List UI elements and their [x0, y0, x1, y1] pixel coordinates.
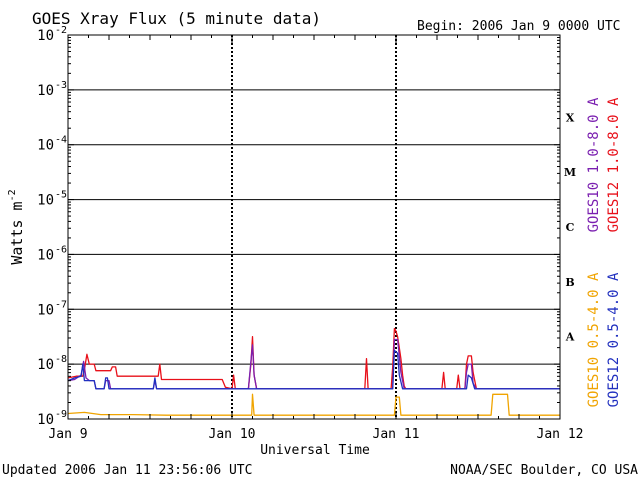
- x-tick-label: Jan 11: [373, 427, 420, 442]
- y-axis-ticks: 10-210-310-410-510-610-710-810-9: [37, 25, 560, 428]
- y-tick-label: 10: [37, 357, 54, 373]
- y-tick-exponent: -6: [55, 244, 67, 255]
- y-tick-exponent: -3: [55, 80, 67, 91]
- updated-timestamp: Updated 2006 Jan 11 23:56:06 UTC: [2, 463, 252, 478]
- legend-entry: GOES12 1.0-8.0 A: [606, 97, 622, 232]
- day-dividers: [231, 35, 397, 419]
- flare-class-label: X: [566, 111, 575, 124]
- series-line: [67, 327, 560, 390]
- x-tick-label: Jan 12: [537, 427, 584, 442]
- y-tick-exponent: -8: [55, 354, 67, 365]
- y-tick-exponent: -2: [55, 25, 67, 36]
- y-tick-exponent: -5: [55, 190, 67, 201]
- begin-label: Begin: 2006 Jan 9 0000 UTC: [417, 19, 621, 34]
- legend-lower: GOES10 0.5-4.0 A GOES12 0.5-4.0 A: [586, 272, 622, 407]
- y-tick-exponent: -9: [55, 409, 67, 420]
- legend-entry: GOES10 0.5-4.0 A: [586, 272, 602, 407]
- x-tick-label: Jan 9: [48, 427, 87, 442]
- plot-frame: [67, 34, 561, 420]
- plot-gridlines: [68, 89, 560, 365]
- x-tick-label: Jan 10: [209, 427, 256, 442]
- y-tick-label: 10: [37, 83, 54, 99]
- class-labels: X M C B A: [564, 111, 576, 343]
- y-tick-label: 10: [37, 302, 54, 318]
- y-tick-label: 10: [37, 247, 54, 263]
- data-series: [67, 327, 560, 416]
- y-tick-label: 10: [37, 138, 54, 154]
- source-credit: NOAA/SEC Boulder, CO USA: [450, 463, 638, 478]
- series-line: [67, 349, 560, 390]
- y-tick-exponent: -7: [55, 299, 67, 310]
- x-axis-label: Universal Time: [260, 443, 370, 458]
- flare-class-label: M: [564, 166, 576, 179]
- legend-entry: GOES10 1.0-8.0 A: [586, 97, 602, 232]
- y-axis-label: Watts m-2: [7, 189, 26, 264]
- y-tick-exponent: -4: [55, 135, 67, 146]
- chart-title: GOES Xray Flux (5 minute data): [32, 9, 321, 28]
- flare-class-label: A: [565, 331, 575, 344]
- y-tick-label: 10: [37, 193, 54, 209]
- y-tick-label: 10: [37, 412, 54, 428]
- x-axis-ticks: Jan 9 Jan 10 Jan 11 Jan 12: [48, 35, 583, 442]
- legend-upper: GOES10 1.0-8.0 A GOES12 1.0-8.0 A: [586, 97, 622, 232]
- series-line: [67, 393, 560, 416]
- y-tick-label: 10: [37, 28, 54, 44]
- legend-entry: GOES12 0.5-4.0 A: [606, 272, 622, 407]
- y-axis-label-exponent: -2: [7, 189, 18, 201]
- flare-class-label: C: [566, 221, 575, 234]
- flare-class-label: B: [565, 276, 574, 289]
